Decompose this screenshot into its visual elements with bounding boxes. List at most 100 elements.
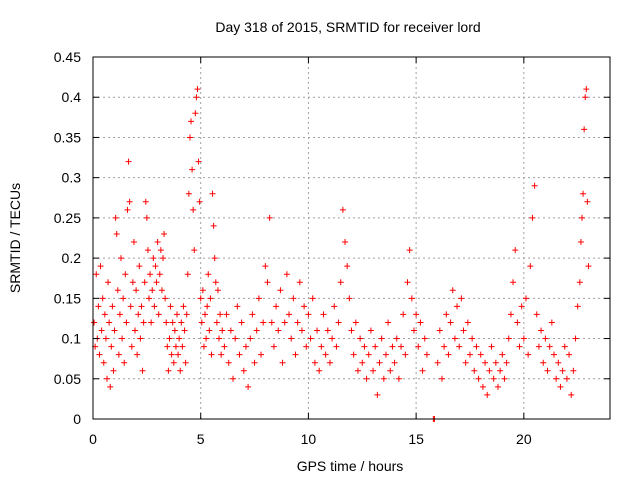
data-point	[337, 279, 344, 286]
x-axis-title: GPS time / hours	[297, 458, 404, 474]
data-point	[124, 206, 131, 213]
data-point	[118, 255, 125, 262]
x-tick-label: 5	[197, 431, 205, 447]
data-point	[144, 247, 151, 254]
data-point	[188, 118, 195, 125]
data-point	[482, 359, 489, 366]
data-point	[247, 335, 254, 342]
plot-frame	[92, 56, 611, 420]
data-point	[363, 375, 370, 382]
grid	[93, 57, 610, 419]
data-point	[227, 327, 234, 334]
data-point	[438, 375, 445, 382]
data-point	[494, 383, 501, 390]
data-point	[240, 367, 247, 374]
data-point	[199, 287, 206, 294]
data-point	[548, 319, 555, 326]
data-point	[181, 327, 188, 334]
data-point	[436, 327, 443, 334]
data-point	[512, 247, 519, 254]
data-point	[484, 391, 491, 398]
data-point	[324, 327, 331, 334]
data-point	[423, 351, 430, 358]
data-point	[120, 295, 127, 302]
data-point	[535, 343, 542, 350]
data-point	[207, 295, 214, 302]
data-point	[149, 287, 156, 294]
data-point	[146, 295, 153, 302]
data-point	[475, 375, 482, 382]
data-point	[202, 311, 209, 318]
data-point	[333, 343, 340, 350]
data-point	[404, 279, 411, 286]
data-point	[301, 303, 308, 310]
data-point	[153, 279, 160, 286]
data-point	[376, 359, 383, 366]
data-point	[156, 271, 163, 278]
data-point	[169, 319, 176, 326]
data-point	[505, 335, 512, 342]
data-point	[140, 319, 147, 326]
data-point	[499, 351, 506, 358]
data-point	[186, 134, 193, 141]
data-point	[410, 327, 417, 334]
data-point	[451, 335, 458, 342]
data-point	[354, 367, 361, 374]
data-point	[370, 367, 377, 374]
data-point	[183, 311, 190, 318]
data-point	[581, 126, 588, 133]
data-point	[104, 375, 111, 382]
data-point	[417, 319, 424, 326]
data-point	[477, 351, 484, 358]
data-point	[326, 359, 333, 366]
data-point	[406, 247, 413, 254]
data-point	[165, 367, 172, 374]
data-point	[479, 383, 486, 390]
data-point	[210, 222, 217, 229]
data-point	[488, 343, 495, 350]
data-point	[361, 343, 368, 350]
data-point	[204, 303, 211, 310]
data-point	[421, 335, 428, 342]
data-point	[219, 327, 226, 334]
data-point	[123, 319, 130, 326]
data-point	[163, 319, 170, 326]
data-point	[96, 351, 103, 358]
data-point	[462, 359, 469, 366]
data-point	[208, 351, 215, 358]
data-point	[307, 335, 314, 342]
data-point	[148, 319, 155, 326]
data-point	[114, 287, 121, 294]
data-point	[232, 335, 239, 342]
data-point	[331, 303, 338, 310]
data-point	[268, 319, 275, 326]
data-point	[413, 311, 420, 318]
data-point	[211, 255, 218, 262]
data-point	[395, 375, 402, 382]
data-point	[125, 158, 132, 165]
data-point	[518, 303, 525, 310]
data-point	[574, 303, 581, 310]
data-point	[197, 295, 204, 302]
data-point	[346, 295, 353, 302]
data-point	[196, 198, 203, 205]
data-point	[503, 359, 510, 366]
data-point	[501, 375, 508, 382]
data-point	[391, 359, 398, 366]
data-point	[367, 327, 374, 334]
data-point	[434, 359, 441, 366]
data-point	[216, 335, 223, 342]
data-point	[127, 303, 134, 310]
y-tick-label: 0.35	[54, 129, 81, 145]
data-point	[119, 335, 126, 342]
x-tick-label: 20	[516, 431, 532, 447]
data-point	[473, 343, 480, 350]
data-point	[137, 335, 144, 342]
data-point	[566, 351, 573, 358]
data-point	[135, 311, 142, 318]
data-point	[283, 271, 290, 278]
data-point	[168, 351, 175, 358]
data-point	[402, 351, 409, 358]
data-point	[469, 335, 476, 342]
